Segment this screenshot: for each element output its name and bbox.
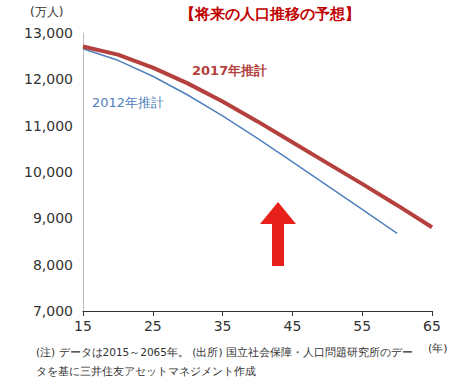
svg-text:15: 15 (74, 318, 92, 334)
svg-text:55: 55 (353, 318, 371, 334)
svg-text:13,000: 13,000 (24, 25, 73, 41)
svg-text:【将来の人口推移の予想】: 【将来の人口推移の予想】 (180, 5, 360, 23)
svg-text:(年): (年) (428, 342, 448, 355)
svg-text:(注) データは2015～2065年。 (出所) 国立社会保: (注) データは2015～2065年。 (出所) 国立社会保障・人口問題研究所の… (36, 346, 413, 358)
svg-text:9,000: 9,000 (33, 210, 73, 226)
svg-text:8,000: 8,000 (33, 257, 73, 273)
svg-text:65: 65 (423, 318, 441, 334)
svg-text:(万人): (万人) (30, 5, 63, 19)
svg-text:45: 45 (283, 318, 301, 334)
svg-text:10,000: 10,000 (24, 164, 73, 180)
svg-text:11,000: 11,000 (24, 118, 73, 134)
svg-text:7,000: 7,000 (33, 303, 73, 319)
svg-text:タを基に三井住友アセットマネジメント作成: タを基に三井住友アセットマネジメント作成 (36, 365, 256, 377)
svg-text:25: 25 (144, 318, 162, 334)
svg-text:2012年推計: 2012年推計 (92, 95, 164, 110)
svg-text:2017年推計: 2017年推計 (192, 63, 267, 78)
svg-text:12,000: 12,000 (24, 71, 73, 87)
svg-text:35: 35 (214, 318, 232, 334)
